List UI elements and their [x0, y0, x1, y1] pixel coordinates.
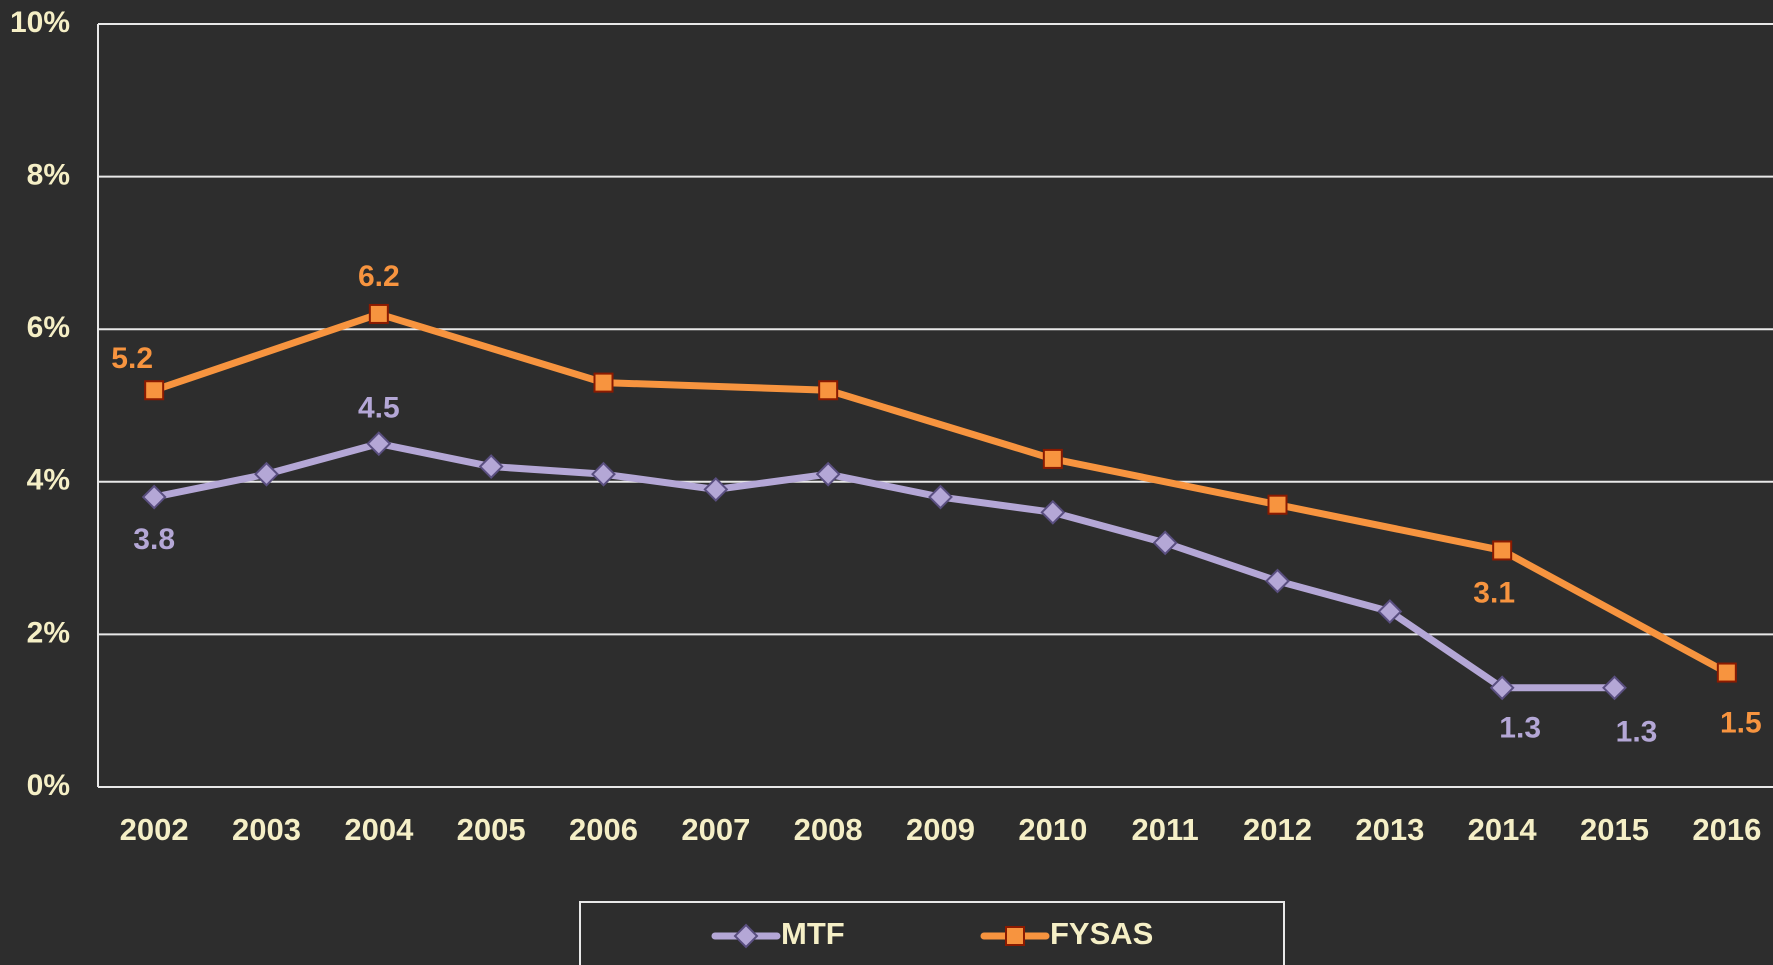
data-label: 1.5 — [1720, 706, 1762, 739]
legend-label: FYSAS — [1050, 916, 1153, 951]
point — [478, 454, 504, 479]
x-tick-label: 2015 — [1580, 812, 1649, 847]
point — [366, 431, 392, 457]
point — [1602, 675, 1627, 701]
point — [593, 372, 614, 393]
y-tick-label: 2% — [27, 616, 70, 649]
y-tick-label: 10% — [10, 6, 70, 39]
y-tick-label: 8% — [27, 159, 70, 192]
point — [368, 303, 389, 324]
data-label: 1.3 — [1499, 712, 1541, 745]
x-tick-label: 2016 — [1692, 812, 1761, 847]
point — [703, 477, 729, 502]
data-label: 3.1 — [1473, 576, 1515, 609]
point — [1040, 499, 1066, 525]
point — [928, 484, 953, 510]
x-tick-label: 2002 — [120, 812, 189, 847]
point — [1489, 675, 1515, 701]
x-tick-label: 2013 — [1355, 812, 1424, 847]
x-tick-label: 2012 — [1243, 812, 1312, 847]
y-tick-label: 0% — [27, 769, 70, 802]
x-tick-label: 2006 — [569, 812, 638, 847]
legend-marker — [1005, 926, 1025, 946]
series-line — [153, 310, 1729, 676]
x-tick-label: 2008 — [794, 812, 863, 847]
x-tick-label: 2009 — [906, 812, 975, 847]
x-tick-label: 2003 — [232, 812, 301, 847]
x-tick-label: 2007 — [681, 812, 750, 847]
point — [1716, 662, 1737, 683]
point — [591, 461, 616, 487]
legend-box — [579, 901, 1285, 965]
point — [815, 461, 841, 487]
point — [1042, 448, 1063, 469]
y-tick-label: 4% — [27, 464, 70, 497]
series-line — [153, 440, 1615, 692]
point — [1265, 568, 1290, 594]
point — [1267, 494, 1288, 515]
x-tick-label: 2010 — [1018, 812, 1087, 847]
data-label: 3.8 — [133, 523, 175, 556]
data-label: 1.3 — [1616, 716, 1658, 749]
x-tick-label: 2011 — [1132, 812, 1199, 847]
point — [1492, 540, 1513, 561]
point — [1377, 599, 1403, 624]
x-tick-label: 2004 — [344, 812, 414, 847]
legend-label: MTF — [781, 916, 845, 951]
point — [141, 484, 167, 510]
point — [254, 461, 279, 487]
data-label: 4.5 — [358, 392, 400, 425]
data-label: 5.2 — [111, 342, 153, 375]
point — [1152, 530, 1178, 556]
y-tick-label: 6% — [27, 311, 70, 344]
point — [144, 380, 165, 401]
x-tick-label: 2005 — [457, 812, 526, 847]
legend-marker — [733, 923, 759, 949]
x-tick-label: 2014 — [1468, 812, 1538, 847]
data-label: 6.2 — [358, 260, 400, 293]
point — [818, 380, 839, 401]
